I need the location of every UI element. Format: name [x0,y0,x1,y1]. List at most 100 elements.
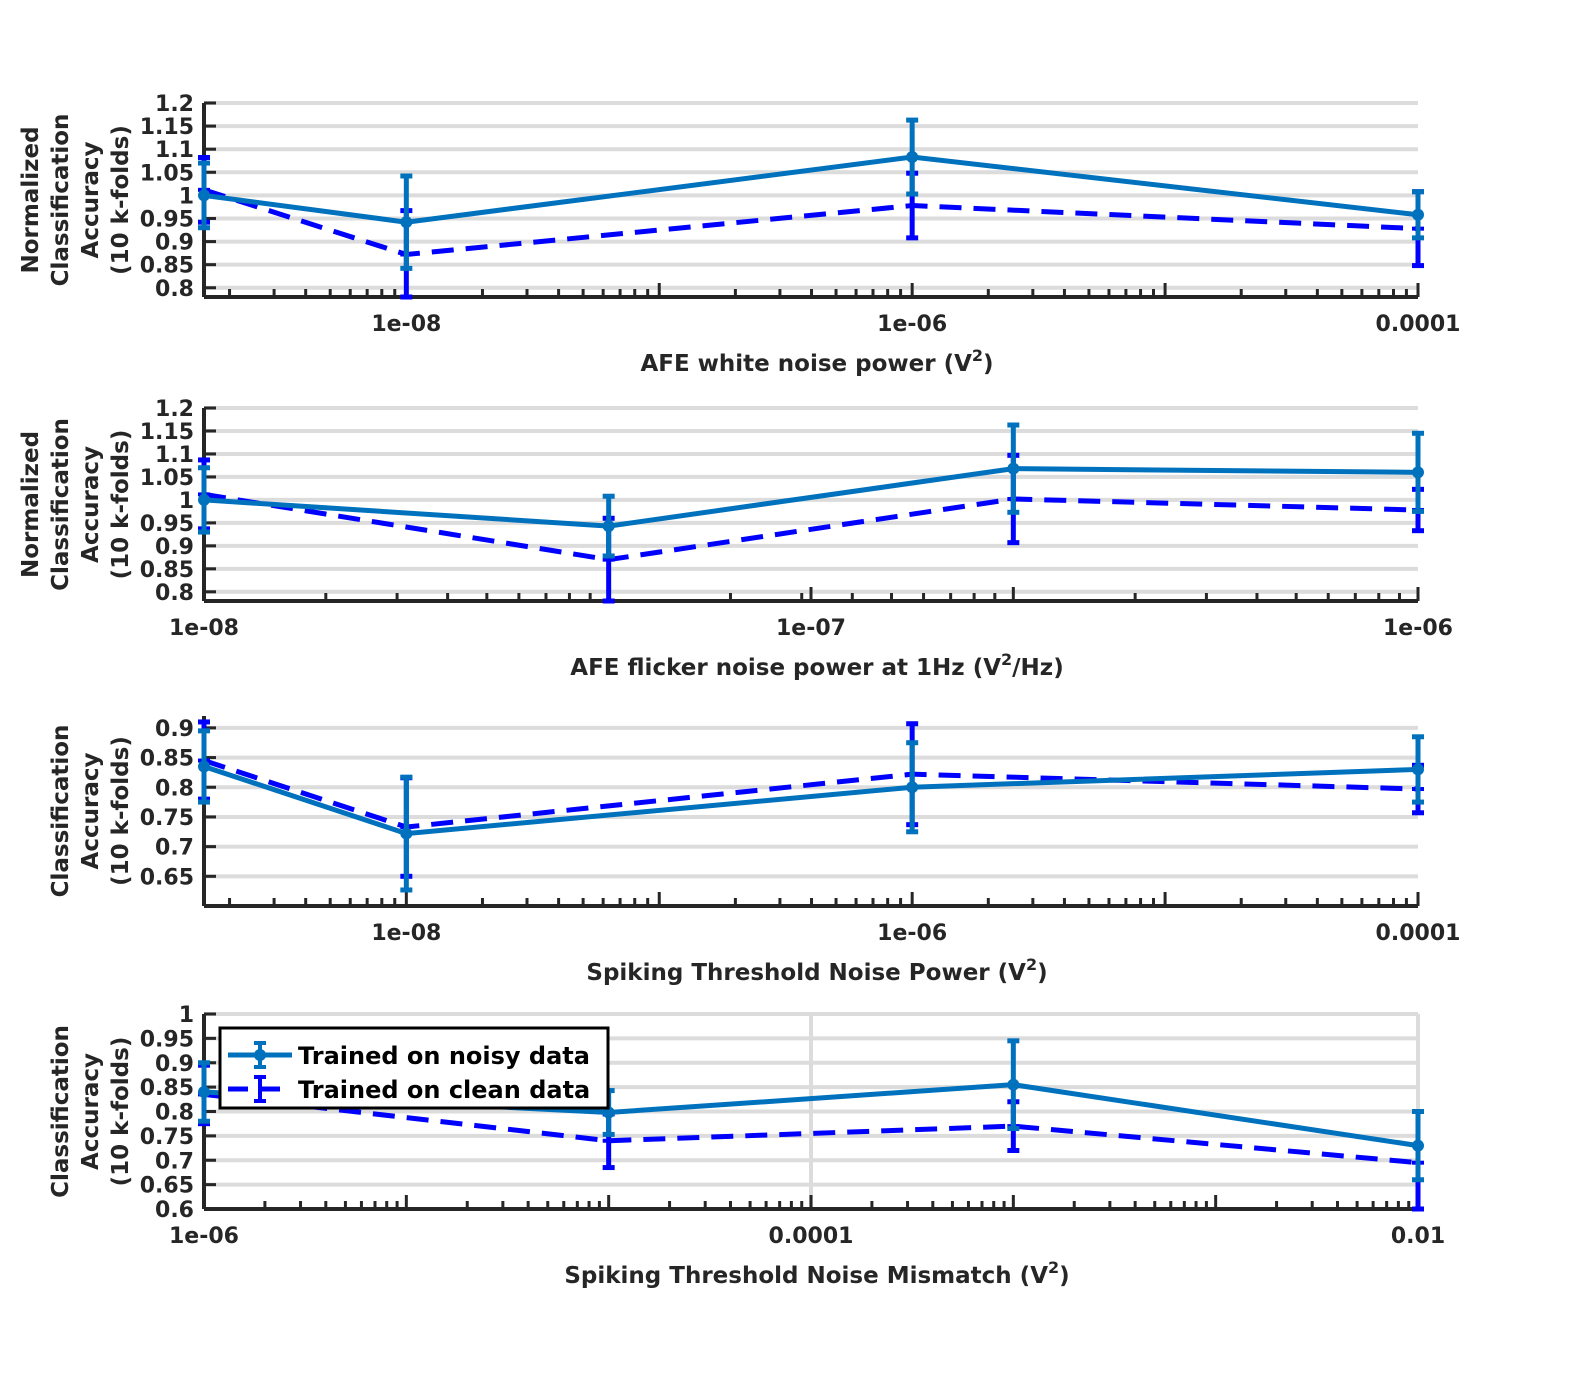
y-tick-label: 0.85 [140,254,194,279]
y-tick-label: 0.6 [155,1198,194,1223]
y-tick-label: 1.15 [140,115,194,140]
y-axis-title-line: Normalized [18,431,44,578]
x-axis-title: Spiking Threshold Noise Power (V2) [586,955,1047,986]
legend-entry-clean[interactable]: Trained on clean data [228,1075,590,1104]
y-tick-label: 0.65 [140,865,194,890]
y-axis-title-line: Accuracy [78,1053,104,1170]
y-axis-title-line: Classification [48,1025,74,1198]
y-axis-title-line: Classification [48,418,74,591]
series-noisy [198,117,1424,271]
y-tick-label: 0.7 [155,1149,194,1174]
data-point [198,189,210,202]
x-axis-title-main: AFE white noise power (V [640,351,972,377]
y-tick-label: 0.95 [140,207,194,232]
y-tick-label: 1.1 [155,443,194,468]
series-line [203,491,1419,563]
y-tick-label: 0.65 [140,1174,194,1199]
x-tick-label: 0.01 [1391,1224,1445,1249]
x-axis-title: AFE white noise power (V2) [640,346,993,377]
series-line [203,764,1419,837]
y-axis-title-line: (10 k-folds) [108,736,134,886]
y-tick-label: 0.9 [155,231,194,256]
x-axis-title-main: Spiking Threshold Noise Power (V [586,960,1026,986]
x-axis-title-sup: 2 [1001,650,1012,669]
y-axis-title-line: Accuracy [78,446,104,563]
y-tick-label: 0.7 [155,836,194,861]
y-tick-label: 0.9 [155,1052,194,1077]
data-point [198,760,210,773]
y-tick-label: 1.2 [155,397,194,422]
y-axis-title-line: Accuracy [78,753,104,870]
y-axis-title-line: Classification [48,725,74,898]
y-tick-label: 0.95 [140,1027,194,1052]
y-tick-label: 0.85 [140,1076,194,1101]
y-tick-label: 1.05 [140,466,194,491]
y-tick-label: 1 [179,489,194,514]
x-tick-label: 0.0001 [1376,921,1461,946]
x-tick-label: 0.0001 [1376,312,1461,337]
y-tick-label: 0.75 [140,806,194,831]
y-tick-label: 1.05 [140,161,194,186]
series-line [203,466,1419,529]
legend-entry-noisy[interactable]: Trained on noisy data [228,1041,590,1070]
x-tick-label: 1e-08 [169,616,239,641]
y-axis-title-line: (10 k-folds) [108,125,134,275]
x-axis-title: Spiking Threshold Noise Mismatch (V2) [564,1258,1069,1289]
data-point [1412,763,1424,776]
y-axis-title-line: (10 k-folds) [108,430,134,580]
y-axis-title-line: Accuracy [78,142,104,259]
x-axis-title-end: ) [1037,960,1048,986]
y-tick-label: 0.95 [140,512,194,537]
legend[interactable]: Trained on noisy data Trained on clean d… [218,1026,610,1110]
x-axis-title-main: Spiking Threshold Noise Mismatch (V [564,1263,1048,1289]
data-point [1007,1078,1020,1091]
y-tick-label: 0.85 [140,558,194,583]
x-axis-title-sup: 2 [972,346,983,365]
x-axis-title-sup: 2 [1048,1258,1059,1277]
x-tick-label: 1e-07 [776,616,846,641]
data-point [906,151,919,164]
x-axis-title-end: /Hz) [1012,655,1064,681]
y-tick-label: 1 [179,184,194,209]
legend-clean-label: Trained on clean data [298,1076,590,1104]
series-line [203,187,1419,258]
x-axis-title-main: AFE flicker noise power at 1Hz (V [570,655,1001,681]
y-axis-title-line: Normalized [18,126,44,273]
data-point [400,216,413,229]
y-tick-label: 1.1 [155,138,194,163]
series-noisy [198,728,1424,893]
x-tick-label: 0.0001 [769,1224,854,1249]
x-tick-label: 1e-08 [371,312,441,337]
y-tick-label: 1 [179,1003,194,1028]
x-tick-label: 1e-06 [877,312,947,337]
legend-noisy-marker [254,1049,266,1061]
legend-box [218,1026,610,1110]
legend-noisy-label: Trained on noisy data [298,1042,590,1070]
data-point [1412,1139,1424,1152]
y-axis-title-line: (10 k-folds) [108,1037,134,1187]
y-tick-label: 0.8 [155,277,194,302]
y-tick-label: 1.2 [155,92,194,117]
y-tick-label: 0.75 [140,1125,194,1150]
x-tick-label: 1e-08 [371,921,441,946]
y-axis-title-line: Classification [48,114,74,287]
x-axis-title-end: ) [1059,1263,1070,1289]
series-line [203,154,1419,225]
y-tick-label: 0.8 [155,581,194,606]
y-tick-label: 1.15 [140,420,194,445]
y-tick-label: 0.9 [155,717,194,742]
data-point [1412,208,1424,221]
x-axis-title: AFE flicker noise power at 1Hz (V2/Hz) [570,650,1063,681]
data-point [198,1086,210,1098]
y-tick-label: 0.9 [155,535,194,560]
y-tick-label: 0.8 [155,1101,194,1126]
data-point [602,520,615,533]
x-tick-label: 1e-06 [1383,616,1453,641]
y-tick-label: 0.8 [155,776,194,801]
x-tick-label: 1e-06 [169,1224,239,1249]
data-point [906,781,919,794]
